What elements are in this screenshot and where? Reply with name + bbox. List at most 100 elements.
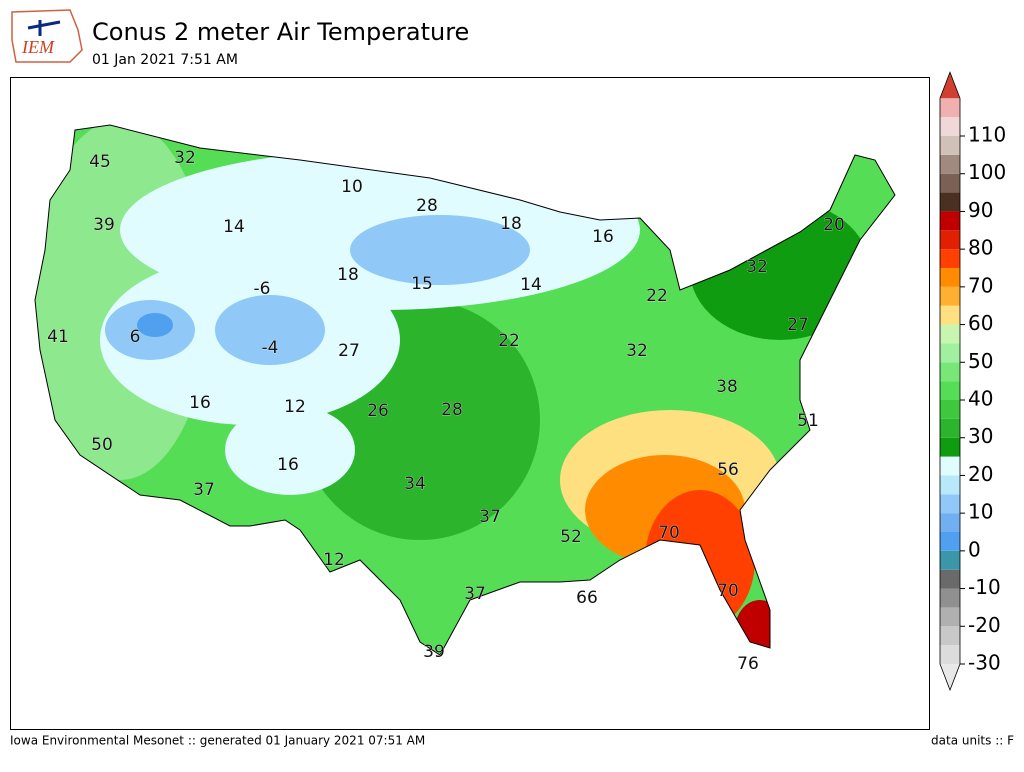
- colorbar-band: [940, 211, 960, 231]
- colorbar-band: [940, 532, 960, 551]
- title: Conus 2 meter Air Temperature: [92, 18, 469, 46]
- colorbar-tick-label: 70: [968, 273, 993, 297]
- colorbar-band: [940, 268, 960, 287]
- map-value-label: 26: [367, 401, 389, 421]
- colorbar-tick-label: 50: [968, 349, 993, 373]
- map-value-label: 70: [658, 523, 680, 543]
- logo-outline: [11, 9, 83, 63]
- colorbar-tick-label: 100: [968, 160, 1006, 184]
- colorbar-tick-label: 0: [968, 537, 981, 561]
- map-value-label: 45: [89, 152, 111, 172]
- colorbar-band: [940, 173, 960, 193]
- map-value-label: 27: [338, 341, 360, 361]
- colorbar-tick-label: 30: [968, 424, 993, 448]
- map-value-label: 37: [479, 507, 501, 527]
- logo: IEM: [11, 9, 83, 63]
- map-value-label: 66: [576, 588, 598, 608]
- footer-left: Iowa Environmental Mesonet :: generated …: [10, 734, 425, 748]
- field-zone: [225, 405, 355, 495]
- map-value-label: 18: [500, 214, 522, 234]
- colorbar-band: [940, 645, 960, 664]
- colorbar-band: [940, 324, 960, 344]
- map-value-label: 12: [323, 550, 345, 570]
- colorbar-band: [940, 400, 960, 419]
- map-value-label: 39: [93, 215, 115, 235]
- subtitle: 01 Jan 2021 7:51 AM: [92, 52, 238, 68]
- map-value-label: -6: [254, 279, 271, 299]
- map-value-label: 70: [717, 581, 739, 601]
- colorbar-band: [940, 136, 960, 155]
- map-value-label: 28: [441, 400, 463, 420]
- map-value-label: 56: [717, 460, 739, 480]
- map-value-label: 39: [423, 642, 445, 662]
- colorbar-band: [940, 362, 960, 382]
- colorbar-band: [940, 550, 960, 570]
- map-value-label: 32: [174, 148, 196, 168]
- colorbar-band: [940, 626, 960, 646]
- colorbar-band: [940, 588, 960, 608]
- colorbar-band: [940, 249, 960, 268]
- map-value-label: 22: [498, 331, 520, 351]
- footer-right: data units :: F: [931, 734, 1014, 748]
- map-value-label: 27: [787, 315, 809, 335]
- colorbar-tick-label: 90: [968, 198, 993, 222]
- colorbar-band: [940, 607, 960, 627]
- colorbar-band: [940, 230, 960, 250]
- colorbar-over: [940, 72, 960, 99]
- colorbar-band: [940, 305, 960, 325]
- colorbar-band: [940, 494, 960, 514]
- colorbar-tick-label: 10: [968, 500, 993, 524]
- logo-text: IEM: [21, 37, 55, 57]
- map-value-label: 51: [797, 411, 819, 431]
- colorbar-band: [940, 343, 960, 363]
- colorbar-tick-label: 80: [968, 236, 993, 260]
- colorbar-tick-label: 110: [968, 123, 1006, 147]
- colorbar-band: [940, 98, 960, 118]
- map-value-label: 16: [592, 227, 614, 247]
- colorbar-band: [940, 569, 960, 589]
- colorbar-under: [940, 664, 960, 690]
- map-value-label: 14: [520, 275, 542, 295]
- field-zone: [137, 313, 173, 337]
- colorbar-band: [940, 117, 960, 136]
- map-value-label: 50: [91, 435, 113, 455]
- map-value-label: 20: [823, 215, 845, 235]
- colorbar-tick-label: 60: [968, 311, 993, 335]
- colorbar-band: [940, 513, 960, 532]
- map-value-label: 28: [416, 196, 438, 216]
- colorbar-band: [940, 437, 960, 457]
- colorbar-tick-label: 20: [968, 462, 993, 486]
- map-value-label: 22: [646, 286, 668, 306]
- map-value-label: 16: [189, 393, 211, 413]
- map-value-label: 12: [284, 397, 306, 417]
- map-value-label: 14: [223, 217, 245, 237]
- colorbar-band: [940, 154, 960, 174]
- field-zone: [215, 295, 325, 365]
- map-value-label: 76: [737, 654, 759, 674]
- map-value-label: 34: [404, 474, 426, 494]
- map-value-label: 18: [337, 265, 359, 285]
- map-value-label: 52: [560, 527, 582, 547]
- colorbar-tick-label: -10: [968, 575, 1001, 599]
- map-value-label: 15: [411, 274, 433, 294]
- logo-icon: [27, 20, 61, 36]
- colorbar-band: [940, 192, 960, 212]
- map-value-label: 32: [626, 341, 648, 361]
- map-value-label: 16: [277, 455, 299, 475]
- colorbar-tick-label: -20: [968, 613, 1001, 637]
- colorbar-band: [940, 418, 960, 438]
- colorbar-band: [940, 286, 960, 306]
- colorbar-band: [940, 456, 960, 476]
- field-zone: [350, 215, 530, 285]
- map-value-label: 41: [47, 327, 69, 347]
- colorbar-tick-label: -30: [968, 651, 1001, 675]
- colorbar-band: [940, 381, 960, 400]
- map-value-label: -4: [262, 338, 279, 358]
- map-value-label: 10: [341, 177, 363, 197]
- colorbar-tick-label: 40: [968, 387, 993, 411]
- map-value-label: 37: [193, 480, 215, 500]
- map-value-label: 37: [464, 584, 486, 604]
- colorbar-band: [940, 475, 960, 495]
